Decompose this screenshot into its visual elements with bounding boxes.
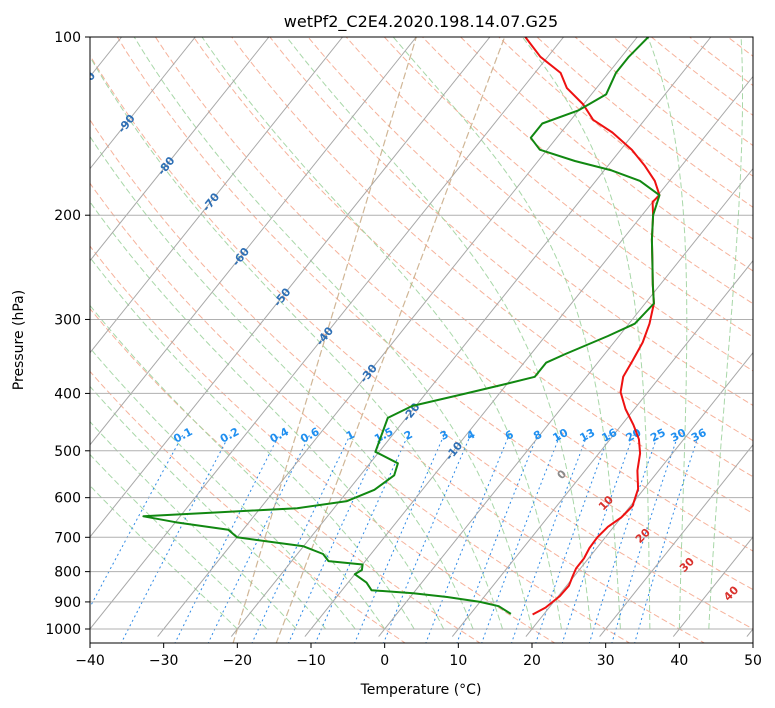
mixing-ratio-line: [456, 434, 538, 643]
x-axis-ticks: −40 −30 −20 −10 0 10 20 30 40 50: [75, 643, 762, 669]
isotherm-line: [525, 351, 753, 637]
mixing-ratio-line: [481, 434, 561, 643]
sounding-series: [142, 37, 661, 616]
mixing-ratio-line: [251, 434, 351, 643]
chart-title: wetPf2_C2E4.2020.198.14.07.G25: [284, 12, 558, 32]
x-tick-label: −20: [223, 653, 253, 669]
moist-adiabat-line: [90, 256, 415, 630]
x-tick-label: 50: [744, 653, 762, 669]
isotherm-line: [90, 37, 417, 446]
y-tick-label: 200: [54, 208, 81, 224]
isotherm-line: [90, 37, 196, 170]
y-tick-label: 900: [54, 595, 81, 611]
x-tick-label: −10: [296, 653, 326, 669]
y-tick-label: 800: [54, 565, 81, 581]
dry-adiabat-line: [307, 37, 753, 407]
moist-adiabats: [90, 37, 743, 630]
dry-adiabat-line: [90, 119, 706, 643]
reference-curve: [275, 37, 506, 643]
moist-adiabat-line: [521, 37, 651, 629]
y-tick-label: 400: [54, 386, 81, 402]
reference-curves: [232, 37, 506, 643]
y-tick-label: 100: [54, 30, 81, 46]
moist-adiabat-line: [286, 37, 592, 630]
mixing-ratio-line: [511, 434, 588, 643]
moist-adiabat-line: [90, 420, 297, 630]
y-tick-label: 500: [54, 444, 81, 460]
dewpoint-line: [142, 37, 661, 615]
mixing-ratio-line: [120, 434, 230, 643]
y-tick-label: 700: [54, 530, 81, 546]
moist-adiabat-line: [90, 347, 356, 630]
y-axis-label: Pressure (hPa): [11, 290, 27, 390]
y-tick-label: 300: [54, 312, 81, 328]
dry-adiabat-line: [536, 37, 753, 208]
mixing-ratio-label: 30: [669, 426, 689, 445]
isotherm-line: [599, 444, 753, 637]
y-tick-label: 1000: [45, 622, 81, 638]
mixing-ratio-line: [634, 434, 700, 643]
x-tick-label: −40: [75, 653, 105, 669]
x-tick-label: 0: [380, 653, 389, 669]
x-tick-label: 30: [597, 653, 615, 669]
moist-adiabat-line: [90, 135, 474, 630]
dry-adiabat-line: [90, 54, 753, 630]
moist-adiabat-line: [647, 37, 688, 630]
pressure-gridlines: [90, 37, 753, 630]
mixing-ratio-line: [287, 434, 385, 643]
isotherm-line: [304, 75, 753, 637]
mixing-ratio-line: [174, 434, 280, 643]
mixing-ratio-label: 16: [600, 426, 620, 445]
isotherm-line: [90, 37, 564, 630]
mixing-ratio-label: 36: [689, 426, 709, 445]
mixing-ratio-line: [588, 434, 659, 643]
x-axis-label: Temperature (°C): [360, 682, 482, 698]
dry-adiabat-line: [90, 182, 631, 643]
x-tick-label: 10: [449, 653, 467, 669]
moist-adiabat-line: [133, 37, 533, 630]
moist-adiabat-line: [201, 37, 562, 630]
moist-adiabat-line: [708, 37, 743, 630]
moist-adiabat-line: [90, 385, 327, 630]
plot-area: 0.10.20.40.611.52346810131620253036-100-…: [90, 37, 753, 643]
dry-adiabat-line: [90, 245, 556, 643]
isotherm-line: [451, 259, 753, 637]
mixing-ratio-line: [314, 434, 409, 643]
isotherm-line: [90, 37, 270, 262]
y-axis-ticks: 100 200 300 400 500 600 700 800 900 1000: [45, 30, 90, 638]
dry-adiabat-line: [193, 37, 753, 514]
dry-adiabat-line: [498, 37, 753, 240]
dry-adiabat-line: [231, 37, 753, 478]
mixing-ratio-line: [535, 434, 610, 643]
mixing-ratio-label: 25: [648, 426, 668, 445]
temperature-line: [524, 37, 661, 616]
dry-adiabat-line: [574, 37, 753, 177]
x-tick-label: 20: [523, 653, 541, 669]
dry-adiabat-line: [116, 37, 753, 591]
reference-curve: [232, 37, 417, 643]
dry-adiabat-line: [154, 37, 753, 552]
moist-adiabat-line: [90, 201, 445, 630]
dry-adiabat-line: [345, 37, 753, 372]
x-tick-label: −30: [149, 653, 179, 669]
isotherm-line: [90, 37, 343, 354]
dry-adiabats: [90, 37, 753, 643]
dry-adiabat-line: [90, 307, 481, 643]
moist-adiabat-line: [392, 37, 621, 630]
isotherm-line: [230, 37, 712, 637]
mixing-ratio-label: 13: [578, 426, 598, 445]
isotherm-line: [378, 167, 753, 637]
moist-adiabat-line: [90, 453, 268, 630]
mixing-ratio-label: 10: [551, 426, 571, 445]
x-tick-label: 40: [670, 653, 688, 669]
plot-frame: [89, 36, 754, 644]
y-tick-label: 600: [54, 491, 81, 507]
